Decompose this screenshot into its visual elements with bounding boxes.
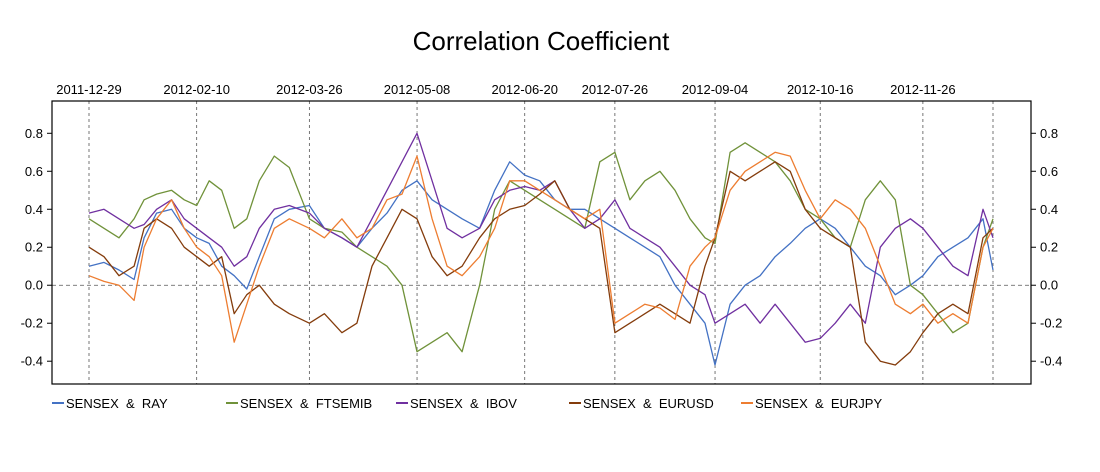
- x-tick-label: 2012-02-10: [163, 82, 230, 97]
- y-tick-label-right: 0.2: [1040, 240, 1058, 255]
- x-tick-label: 2012-05-08: [384, 82, 451, 97]
- legend-label: SENSEX & FTSEMIB: [240, 396, 372, 411]
- series-line: [88, 132, 994, 343]
- x-tick-label: 2012-11-26: [890, 82, 956, 97]
- y-tick-label-left: 0.4: [25, 202, 43, 217]
- y-tick-label-right: -0.4: [1040, 354, 1062, 369]
- x-tick-label: 2012-10-16: [787, 82, 854, 97]
- x-tick-label: 2012-09-04: [682, 82, 749, 97]
- axis-ticks: 2011-12-29 2012-02-10 2012-03-26 2012-05-08…: [21, 82, 1063, 369]
- y-tick-label-left: 0.6: [25, 164, 43, 179]
- y-tick-label-left: -0.4: [21, 354, 43, 369]
- x-tick-label: 2012-06-20: [491, 82, 558, 97]
- legend-label: SENSEX & IBOV: [410, 396, 517, 411]
- legend-label: SENSEX & EURUSD: [583, 396, 714, 411]
- x-tick-label: 2012-03-26: [276, 82, 343, 97]
- x-tick-label: 2011-12-29: [56, 82, 122, 97]
- y-tick-label-left: -0.2: [21, 316, 43, 331]
- y-tick-label-right: -0.2: [1040, 316, 1062, 331]
- chart-title: Correlation Coefficient: [413, 26, 671, 56]
- legend: SENSEX & RAY SENSEX & FTSEMIB SENSEX & IBO…: [52, 396, 882, 411]
- plot-frame: [51, 100, 1032, 385]
- series-line: [88, 151, 994, 343]
- y-tick-label-left: 0.2: [25, 240, 43, 255]
- y-tick-label-right: 0.6: [1040, 164, 1058, 179]
- y-tick-label-left: 0.8: [25, 126, 43, 141]
- y-tick-label-right: 0.0: [1040, 278, 1058, 293]
- legend-label: SENSEX & EURJPY: [755, 396, 882, 411]
- legend-label: SENSEX & RAY: [66, 396, 168, 411]
- series-line: [88, 142, 994, 353]
- y-tick-label-left: 0.0: [25, 278, 43, 293]
- y-tick-label-right: 0.8: [1040, 126, 1058, 141]
- x-tick-label: 2012-07-26: [582, 82, 649, 97]
- grid-lines: [52, 101, 1031, 384]
- plot-area-border: [51, 100, 1032, 385]
- series-line: [88, 161, 994, 366]
- series-lines: [88, 132, 994, 366]
- series-line: [88, 161, 994, 366]
- y-tick-label-right: 0.4: [1040, 202, 1058, 217]
